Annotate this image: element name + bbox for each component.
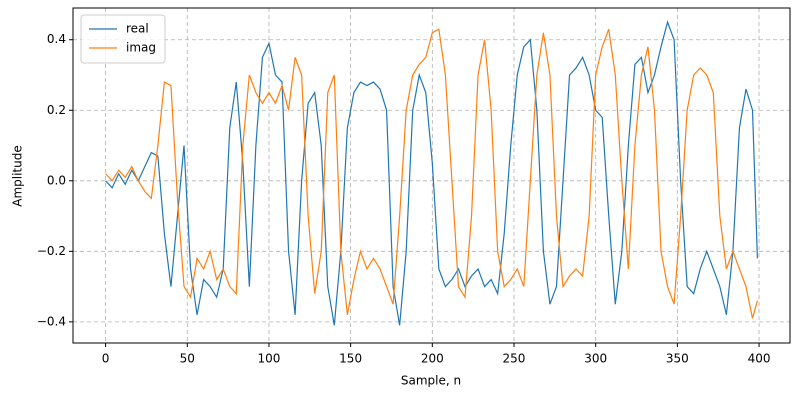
x-tick-label: 250	[503, 352, 526, 366]
x-tick-label: 100	[258, 352, 281, 366]
legend-label: imag	[126, 41, 156, 55]
x-tick-label: 300	[584, 352, 607, 366]
y-tick-label: 0.4	[47, 32, 66, 46]
plot-frame	[72, 7, 791, 344]
x-tick-label: 150	[339, 352, 362, 366]
y-tick-label: 0.2	[47, 103, 66, 117]
y-tick-label: −0.2	[37, 244, 66, 258]
x-tick-label: 400	[748, 352, 771, 366]
x-axis-label: Sample, n	[401, 374, 461, 388]
x-tick-label: 0	[102, 352, 110, 366]
legend-box	[80, 14, 166, 64]
y-axis-label: Amplitude	[11, 145, 25, 207]
x-tick-label: 200	[421, 352, 444, 366]
legend-label: real	[126, 22, 149, 36]
y-tick-label: 0.0	[47, 173, 66, 187]
y-tick-label: −0.4	[37, 314, 66, 328]
series-line	[105, 20, 759, 326]
x-tick-label: 50	[180, 352, 195, 366]
series-line	[105, 28, 758, 319]
x-tick-label: 350	[666, 352, 689, 366]
